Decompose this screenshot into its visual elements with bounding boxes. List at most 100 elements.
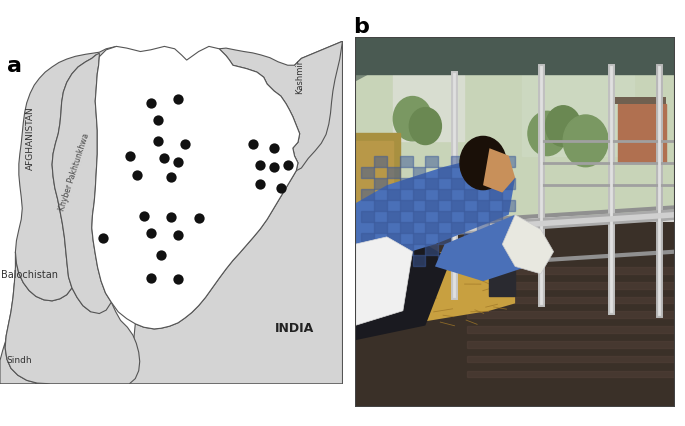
- Point: [282, 162, 293, 169]
- Point: [159, 155, 170, 162]
- Point: [152, 117, 163, 124]
- Bar: [464, 256, 477, 267]
- Circle shape: [545, 106, 581, 147]
- Bar: [467, 341, 675, 348]
- Point: [255, 181, 266, 188]
- Point: [269, 164, 279, 171]
- Bar: [467, 326, 675, 333]
- Bar: [464, 190, 477, 201]
- Bar: [374, 178, 387, 190]
- Point: [173, 232, 184, 239]
- Bar: [618, 105, 666, 164]
- Bar: [467, 371, 675, 377]
- Bar: [438, 167, 451, 178]
- Bar: [464, 167, 477, 178]
- Bar: [451, 178, 464, 190]
- Bar: [393, 75, 464, 141]
- Bar: [467, 282, 675, 289]
- Point: [138, 213, 149, 220]
- Polygon shape: [5, 228, 140, 384]
- Polygon shape: [355, 237, 412, 326]
- Point: [166, 174, 177, 181]
- Bar: [425, 222, 438, 233]
- Point: [248, 141, 259, 148]
- Bar: [361, 190, 374, 201]
- Text: Sindh: Sindh: [6, 355, 32, 364]
- Bar: [355, 141, 393, 222]
- Text: Balochistan: Balochistan: [1, 270, 58, 279]
- Circle shape: [410, 108, 441, 145]
- Bar: [464, 212, 477, 222]
- Point: [173, 159, 184, 166]
- Bar: [467, 312, 675, 318]
- Circle shape: [563, 116, 608, 167]
- Bar: [502, 178, 515, 190]
- Bar: [490, 190, 502, 201]
- Bar: [438, 212, 451, 222]
- Bar: [361, 167, 374, 178]
- Bar: [355, 222, 675, 407]
- Bar: [464, 233, 477, 245]
- Bar: [490, 245, 515, 296]
- Text: b: b: [353, 17, 369, 37]
- Circle shape: [460, 137, 506, 190]
- Bar: [400, 156, 412, 167]
- Bar: [502, 156, 515, 167]
- Point: [145, 100, 156, 107]
- Bar: [355, 38, 675, 215]
- Bar: [412, 190, 425, 201]
- Bar: [387, 167, 400, 178]
- Bar: [387, 212, 400, 222]
- Point: [132, 172, 142, 179]
- Text: Kashmir: Kashmir: [295, 59, 304, 93]
- Bar: [355, 38, 675, 75]
- Polygon shape: [355, 156, 515, 267]
- Polygon shape: [129, 42, 342, 384]
- Point: [125, 153, 136, 160]
- Point: [179, 141, 190, 148]
- Polygon shape: [219, 42, 342, 171]
- Bar: [502, 245, 515, 256]
- Bar: [412, 256, 425, 267]
- Bar: [374, 156, 387, 167]
- Polygon shape: [355, 38, 675, 83]
- Bar: [502, 222, 515, 233]
- Bar: [521, 75, 634, 156]
- Bar: [438, 256, 451, 267]
- Point: [193, 215, 204, 222]
- Point: [155, 252, 166, 259]
- Bar: [425, 245, 438, 256]
- Bar: [490, 212, 502, 222]
- Bar: [490, 233, 502, 245]
- Bar: [438, 190, 451, 201]
- Point: [145, 230, 156, 237]
- Bar: [451, 156, 464, 167]
- Bar: [451, 245, 464, 256]
- Text: a: a: [7, 56, 22, 76]
- Bar: [451, 201, 464, 212]
- Bar: [400, 201, 412, 212]
- Point: [275, 185, 286, 192]
- Text: Khyber Pakhtunkhwa: Khyber Pakhtunkhwa: [58, 132, 92, 212]
- Bar: [502, 201, 515, 212]
- Polygon shape: [355, 245, 515, 333]
- Circle shape: [393, 97, 432, 141]
- Bar: [477, 201, 490, 212]
- Bar: [400, 222, 412, 233]
- Bar: [467, 356, 675, 363]
- Bar: [412, 167, 425, 178]
- Bar: [490, 167, 502, 178]
- Point: [166, 214, 177, 221]
- Bar: [425, 178, 438, 190]
- Bar: [477, 178, 490, 190]
- Polygon shape: [502, 215, 553, 274]
- Point: [173, 276, 184, 283]
- Bar: [374, 201, 387, 212]
- Point: [269, 145, 279, 152]
- Bar: [490, 256, 502, 267]
- Polygon shape: [611, 97, 666, 105]
- Bar: [361, 233, 374, 245]
- Bar: [374, 245, 387, 256]
- Bar: [451, 222, 464, 233]
- Bar: [425, 201, 438, 212]
